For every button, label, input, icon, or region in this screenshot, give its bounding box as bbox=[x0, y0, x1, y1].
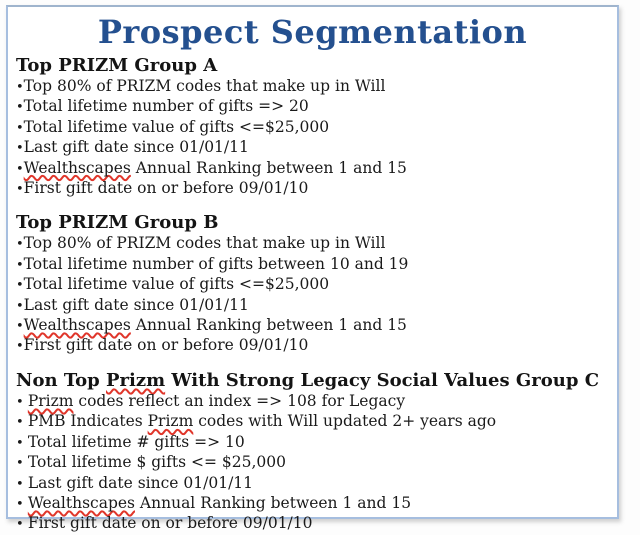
bullet-marker: • bbox=[16, 237, 24, 253]
bullet-item: •Top 80% of PRIZM codes that make up in … bbox=[16, 234, 607, 254]
section-heading: Non Top Prizm With Strong Legacy Social … bbox=[16, 370, 607, 391]
text-segment: Total lifetime # gifts => 10 bbox=[27, 432, 245, 451]
misspelled-word: Prizm bbox=[27, 391, 74, 410]
bullet-item: • Total lifetime # gifts => 10 bbox=[16, 433, 607, 453]
bullet-item: •Total lifetime value of gifts <=$25,000 bbox=[16, 275, 607, 295]
text-segment: First gift date on or before 09/01/10 bbox=[27, 514, 313, 533]
text-segment: Last gift date since 01/01/11 bbox=[27, 473, 254, 492]
section-group-b: Top PRIZM Group B •Top 80% of PRIZM code… bbox=[16, 212, 607, 356]
slide-title: Prospect Segmentation bbox=[97, 13, 528, 51]
section-group-c: Non Top Prizm With Strong Legacy Social … bbox=[16, 370, 607, 535]
misspelled-word: Wealthscapes bbox=[23, 158, 131, 177]
bullet-marker: • bbox=[16, 415, 28, 431]
bullet-marker: • bbox=[16, 278, 24, 294]
text-segment: codes with Will updated 2+ years ago bbox=[193, 412, 497, 431]
text-segment: Total lifetime number of gifts => 20 bbox=[23, 97, 309, 116]
bullet-marker: • bbox=[16, 120, 24, 136]
bullet-item: • Wealthscapes Annual Ranking between 1 … bbox=[16, 494, 607, 514]
section-heading: Top PRIZM Group A bbox=[16, 55, 607, 76]
bullet-item: •Top 80% of PRIZM codes that make up in … bbox=[16, 77, 607, 97]
bullet-marker: • bbox=[16, 257, 24, 273]
bullet-marker: • bbox=[16, 319, 24, 335]
text-segment: First gift date on or before 09/01/10 bbox=[23, 179, 309, 198]
bullet-item: • Prizm codes reflect an index => 108 fo… bbox=[16, 392, 607, 412]
bullet-item: •Total lifetime number of gifts between … bbox=[16, 255, 607, 275]
text-segment: codes reflect an index => 108 for Legacy bbox=[73, 391, 406, 410]
bullet-item: •Last gift date since 01/01/11 bbox=[16, 296, 607, 316]
text-segment: Total lifetime number of gifts between 1… bbox=[23, 254, 409, 273]
text-segment: Top 80% of PRIZM codes that make up in W… bbox=[23, 77, 386, 95]
bullet-marker: • bbox=[16, 394, 28, 410]
bullet-marker: • bbox=[16, 456, 28, 472]
misspelled-word: Prizm bbox=[147, 412, 194, 431]
bullet-item: • Last gift date since 01/01/11 bbox=[16, 474, 607, 494]
text-segment: Total lifetime value of gifts <=$25,000 bbox=[23, 275, 330, 294]
bullet-marker: • bbox=[16, 298, 24, 314]
bullet-marker: • bbox=[16, 476, 28, 492]
bullet-item: • First gift date on or before 09/01/10 bbox=[16, 514, 607, 534]
text-segment: Annual Ranking between 1 and 15 bbox=[130, 316, 407, 335]
text-segment: Annual Ranking between 1 and 15 bbox=[135, 493, 412, 512]
section-items: •Top 80% of PRIZM codes that make up in … bbox=[16, 234, 607, 356]
text-segment: Top PRIZM Group B bbox=[16, 212, 219, 234]
section-items: • Prizm codes reflect an index => 108 fo… bbox=[16, 392, 607, 535]
bullet-marker: • bbox=[16, 496, 28, 512]
section-items: •Top 80% of PRIZM codes that make up in … bbox=[16, 77, 607, 199]
section-heading: Top PRIZM Group B bbox=[16, 212, 607, 233]
bullet-marker: • bbox=[16, 161, 24, 177]
misspelled-word: Wealthscapes bbox=[27, 493, 135, 512]
text-segment: Non Top bbox=[16, 369, 106, 391]
bullet-item: •Total lifetime value of gifts <=$25,000 bbox=[16, 118, 607, 138]
bullet-item: •First gift date on or before 09/01/10 bbox=[16, 179, 607, 199]
bullet-marker: • bbox=[16, 182, 24, 198]
bullet-item: •Wealthscapes Annual Ranking between 1 a… bbox=[16, 159, 607, 179]
section-group-a: Top PRIZM Group A •Top 80% of PRIZM code… bbox=[16, 55, 607, 199]
bullet-marker: • bbox=[16, 100, 24, 116]
text-segment: With Strong Legacy Social Values Group C bbox=[165, 369, 600, 391]
bullet-marker: • bbox=[16, 517, 28, 533]
bullet-item: •First gift date on or before 09/01/10 bbox=[16, 336, 607, 356]
text-segment: Top 80% of PRIZM codes that make up in W… bbox=[23, 234, 386, 253]
slide-canvas: Prospect Segmentation Top PRIZM Group A … bbox=[6, 5, 619, 532]
text-segment: PMB Indicates bbox=[27, 412, 148, 431]
bullet-item: • PMB Indicates Prizm codes with Will up… bbox=[16, 412, 607, 432]
text-segment: Top PRIZM Group A bbox=[16, 55, 218, 76]
text-segment: Last gift date since 01/01/11 bbox=[23, 138, 249, 157]
bullet-marker: • bbox=[16, 435, 28, 451]
bullet-item: •Wealthscapes Annual Ranking between 1 a… bbox=[16, 316, 607, 336]
bullet-marker: • bbox=[16, 80, 24, 95]
bullet-item: •Total lifetime number of gifts => 20 bbox=[16, 97, 607, 117]
misspelled-word: Wealthscapes bbox=[23, 316, 131, 335]
text-segment: Annual Ranking between 1 and 15 bbox=[130, 158, 407, 177]
text-segment: Last gift date since 01/01/11 bbox=[23, 295, 249, 314]
bullet-item: • Total lifetime $ gifts <= $25,000 bbox=[16, 453, 607, 473]
misspelled-word: Prizm bbox=[106, 369, 166, 391]
bullet-item: •Last gift date since 01/01/11 bbox=[16, 138, 607, 158]
slide-content: Top PRIZM Group A •Top 80% of PRIZM code… bbox=[8, 55, 617, 535]
text-segment: Total lifetime value of gifts <=$25,000 bbox=[23, 117, 330, 136]
bullet-marker: • bbox=[16, 141, 24, 157]
text-segment: First gift date on or before 09/01/10 bbox=[23, 336, 309, 355]
bullet-marker: • bbox=[16, 339, 24, 355]
text-segment: Total lifetime $ gifts <= $25,000 bbox=[27, 453, 286, 472]
